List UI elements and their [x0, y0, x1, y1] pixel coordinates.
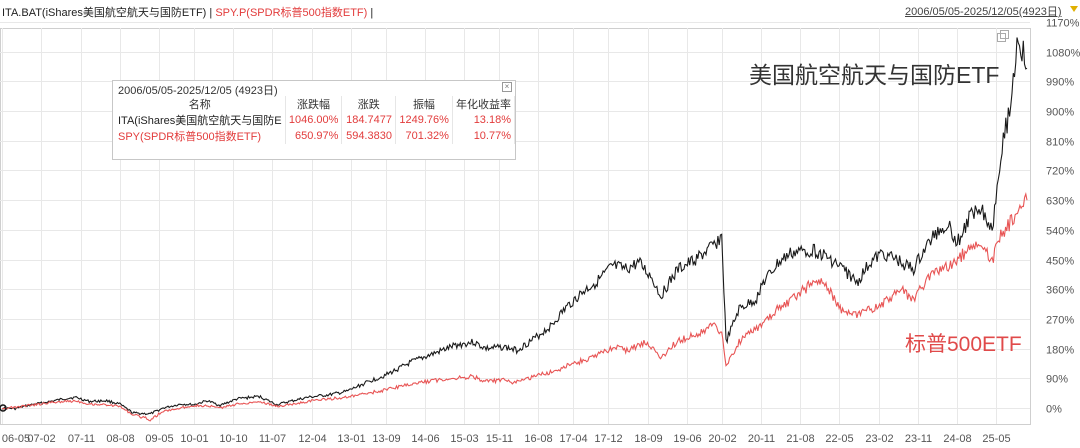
col-change: 涨跌 — [341, 96, 396, 112]
y-tick-label: 90% — [1046, 374, 1068, 386]
x-tick-label: 10-01 — [180, 433, 208, 445]
info-table: 名称 涨跌幅 涨跌 振幅 年化收益率 ITA(iShares美国航空航天与国防E… — [115, 96, 516, 144]
x-tick-label: 13-09 — [372, 433, 400, 445]
dropdown-triangle-icon[interactable] — [1070, 6, 1078, 12]
x-tick-label: 17-12 — [594, 433, 622, 445]
series-lines — [0, 37, 1028, 422]
row-change: 184.7477 — [341, 112, 396, 128]
y-tick-label: 720% — [1046, 166, 1074, 178]
x-tick-label: 09-05 — [145, 433, 173, 445]
legend-series-spy[interactable]: SPY.P(SPDR标普500指数ETF) — [215, 7, 368, 19]
annotation-spy: 标普500ETF — [905, 333, 1022, 356]
x-tick-label: 16-08 — [524, 433, 552, 445]
legend-separator: | — [209, 7, 213, 19]
x-tick-label: 10-10 — [219, 433, 247, 445]
info-table-header: 名称 涨跌幅 涨跌 振幅 年化收益率 — [115, 96, 516, 112]
x-tick-label: 14-06 — [411, 433, 439, 445]
x-tick-label: 24-08 — [943, 433, 971, 445]
y-tick-label: 810% — [1046, 137, 1074, 149]
y-tick-label: 630% — [1046, 196, 1074, 208]
close-icon[interactable]: × — [502, 82, 512, 92]
row-name: ITA(iShares美国航空航天与国防E — [115, 112, 286, 128]
x-tick-label: 07-02 — [27, 433, 55, 445]
y-tick-label: 540% — [1046, 226, 1074, 238]
x-tick-label: 20-02 — [708, 433, 736, 445]
col-change-pct: 涨跌幅 — [285, 96, 343, 112]
table-row[interactable]: SPY(SPDR标普500指数ETF) 650.97% 594.3830 701… — [115, 128, 516, 144]
row-amplitude: 701.32% — [395, 128, 453, 144]
x-tick-label: 13-01 — [337, 433, 365, 445]
y-tick-label: 270% — [1046, 315, 1074, 327]
x-tick-label: 22-05 — [825, 433, 853, 445]
plot-frame — [0, 28, 1031, 425]
row-annual: 13.18% — [452, 112, 516, 128]
row-name: SPY(SPDR标普500指数ETF) — [115, 128, 286, 144]
x-tick-label: 17-04 — [559, 433, 587, 445]
row-amplitude: 1249.76% — [395, 112, 453, 128]
x-tick-label: 25-05 — [982, 433, 1010, 445]
col-name: 名称 — [115, 96, 286, 112]
y-axis-ticks: 0% 90% 180% 270% 360% 450% 540% 630% 720% 810% 900… — [1046, 18, 1080, 416]
col-amplitude: 振幅 — [395, 96, 453, 112]
row-change: 594.3830 — [341, 128, 396, 144]
x-tick-label: 08-08 — [106, 433, 134, 445]
annotation-ita: 美国航空航天与国防ETF — [749, 62, 1000, 88]
x-tick-label: 18-09 — [634, 433, 662, 445]
restore-window-icon[interactable] — [1000, 30, 1009, 39]
y-tick-label: 180% — [1046, 345, 1074, 357]
y-tick-label: 0% — [1046, 404, 1062, 416]
date-range-label[interactable]: 2006/05/05-2025/12/05(4923日) — [905, 6, 1062, 18]
legend-series-ita[interactable]: ITA.BAT(iShares美国航空航天与国防ETF) — [2, 7, 207, 19]
y-tick-label: 900% — [1046, 107, 1074, 119]
series-line-spy — [1, 191, 1028, 422]
x-tick-label: 07-11 — [68, 433, 95, 445]
col-annual: 年化收益率 — [452, 96, 516, 112]
y-tick-label: 450% — [1046, 256, 1074, 268]
y-tick-label: 1080% — [1046, 48, 1080, 60]
x-tick-label: 23-11 — [905, 433, 932, 445]
series-line-ita — [1, 37, 1028, 416]
x-tick-label: 15-11 — [486, 433, 513, 445]
x-tick-label: 11-07 — [259, 433, 286, 445]
x-tick-label: 20-11 — [748, 433, 775, 445]
row-change-pct: 650.97% — [285, 128, 343, 144]
y-tick-label: 990% — [1046, 77, 1074, 89]
x-tick-label: 12-04 — [298, 433, 326, 445]
x-tick-label: 15-03 — [450, 433, 478, 445]
x-tick-label: 23-02 — [865, 433, 893, 445]
series-legend: ITA.BAT(iShares美国航空航天与国防ETF) | SPY.P(SPD… — [2, 4, 373, 20]
info-box: 2006/05/05-2025/12/05 (4923日) × 名称 涨跌幅 涨… — [112, 80, 516, 160]
x-tick-label: 21-08 — [786, 433, 814, 445]
table-row[interactable]: ITA(iShares美国航空航天与国防E 1046.00% 184.7477 … — [115, 112, 516, 128]
row-annual: 10.77% — [452, 128, 516, 144]
row-change-pct: 1046.00% — [285, 112, 343, 128]
top-bar: ITA.BAT(iShares美国航空航天与国防ETF) | SPY.P(SPD… — [0, 0, 1080, 22]
x-tick-label: 19-06 — [673, 433, 701, 445]
y-tick-label: 360% — [1046, 285, 1074, 297]
legend-separator-2: | — [370, 7, 374, 19]
start-marker — [0, 404, 7, 412]
info-box-title: 2006/05/05-2025/12/05 (4923日) — [118, 85, 278, 97]
restore-window-icon-back[interactable] — [997, 33, 1006, 42]
y-tick-label: 1170% — [1046, 18, 1080, 30]
x-tick-label: 06-05 — [2, 433, 30, 445]
